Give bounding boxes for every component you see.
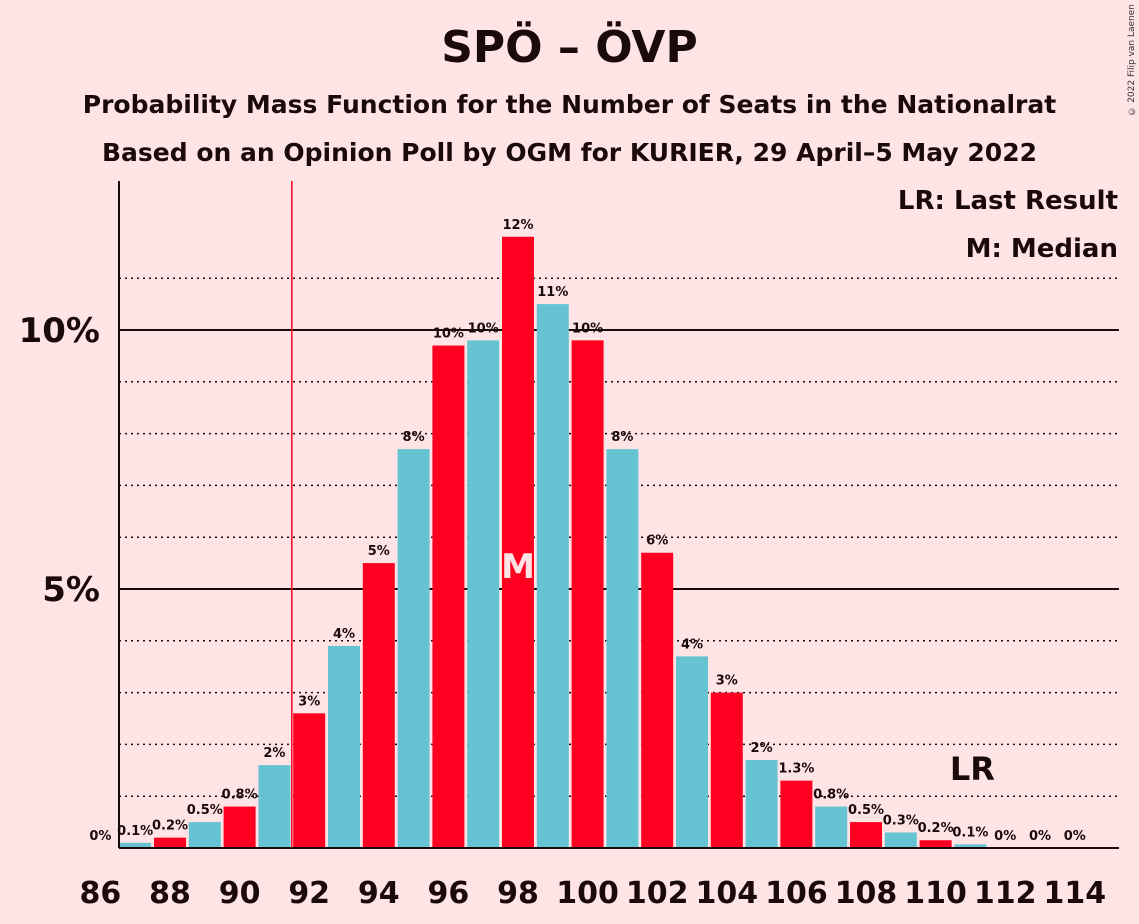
bars [119,236,987,849]
x-tick-label: 110 [904,876,967,911]
x-tick-label: 98 [497,876,539,911]
data-label-95: 8% [403,430,425,445]
median-marker: M [501,547,535,587]
data-label-100: 10% [572,321,603,336]
data-label-112: 0% [994,829,1016,844]
data-label-107: 0.8% [813,788,849,803]
data-label-89: 0.5% [187,803,223,818]
bar-90 [223,806,256,848]
bar-106 [780,780,813,848]
bar-111 [954,844,987,848]
bar-91 [258,765,291,848]
bar-107 [815,806,848,848]
data-label-102: 6% [646,534,668,549]
data-label-111: 0.1% [952,825,988,840]
data-label-97: 10% [468,321,499,336]
data-label-92: 3% [298,694,320,709]
data-label-110: 0.2% [918,821,954,836]
data-label-103: 4% [681,637,703,652]
data-label-96: 10% [433,327,464,342]
bar-102 [641,552,674,848]
x-tick-label: 112 [974,876,1037,911]
bar-89 [188,822,221,848]
bar-103 [676,656,708,848]
y-tick-label: 5% [42,570,100,610]
data-label-108: 0.5% [848,803,884,818]
data-label-86: 0% [89,829,111,844]
bar-105 [745,759,778,848]
chart-subtitle-1: Probability Mass Function for the Number… [82,90,1057,119]
chart-subtitle-2: Based on an Opinion Poll by OGM for KURI… [102,138,1037,167]
bar-108 [850,822,882,848]
data-label-101: 8% [611,430,633,445]
x-tick-label: 102 [626,876,689,911]
data-label-98: 12% [502,218,533,233]
legend-last-result: LR: Last Result [898,186,1118,216]
x-tick-label: 100 [556,876,619,911]
data-label-114: 0% [1064,829,1086,844]
bar-109 [884,832,917,848]
bar-100 [571,340,604,848]
data-label-109: 0.3% [883,813,919,828]
data-label-87: 0.1% [117,824,153,839]
axes: LR5%10%86 88 90 92 94 96 98 100 102 104 106 108 110 1… [19,181,1119,911]
bar-96 [432,345,465,848]
data-label-104: 3% [716,674,738,689]
data-label-99: 11% [537,285,568,300]
x-tick-label: 90 [219,876,261,911]
data-label-88: 0.2% [152,819,188,834]
data-label-90: 0.8% [222,788,258,803]
bar-97 [467,340,500,848]
x-tick-label: 86 [80,876,122,911]
bar-101 [606,449,639,848]
x-tick-label: 92 [288,876,330,911]
data-label-93: 4% [333,627,355,642]
x-tick-label: 106 [765,876,828,911]
chart-title: SPÖ – ÖVP [441,22,698,73]
bar-94 [362,563,395,848]
x-tick-label: 114 [1043,876,1106,911]
data-label-113: 0% [1029,829,1051,844]
bar-98 [502,236,534,848]
bar-99 [536,304,569,849]
bar-104 [710,692,743,848]
data-labels: 0% 0.1%0.2%0.5%0.8%2%3%4%5%8%10% 10%12%11%… [89,218,1085,844]
data-label-106: 1.3% [778,762,814,777]
last-result-marker: LR [950,750,995,788]
legend-median: M: Median [966,234,1118,264]
bar-93 [328,645,360,848]
x-tick-label: 88 [149,876,191,911]
bar-95 [397,449,430,848]
data-label-91: 2% [263,746,285,761]
bar-110 [919,840,952,848]
data-label-94: 5% [368,544,390,559]
x-tick-label: 108 [835,876,898,911]
bar-88 [154,837,186,848]
y-tick-label: 10% [19,311,100,351]
x-tick-label: 94 [358,876,400,911]
bar-92 [293,713,326,848]
data-label-105: 2% [751,741,773,756]
x-tick-label: 96 [428,876,470,911]
bar-87 [119,842,152,848]
x-tick-label: 104 [695,876,758,911]
